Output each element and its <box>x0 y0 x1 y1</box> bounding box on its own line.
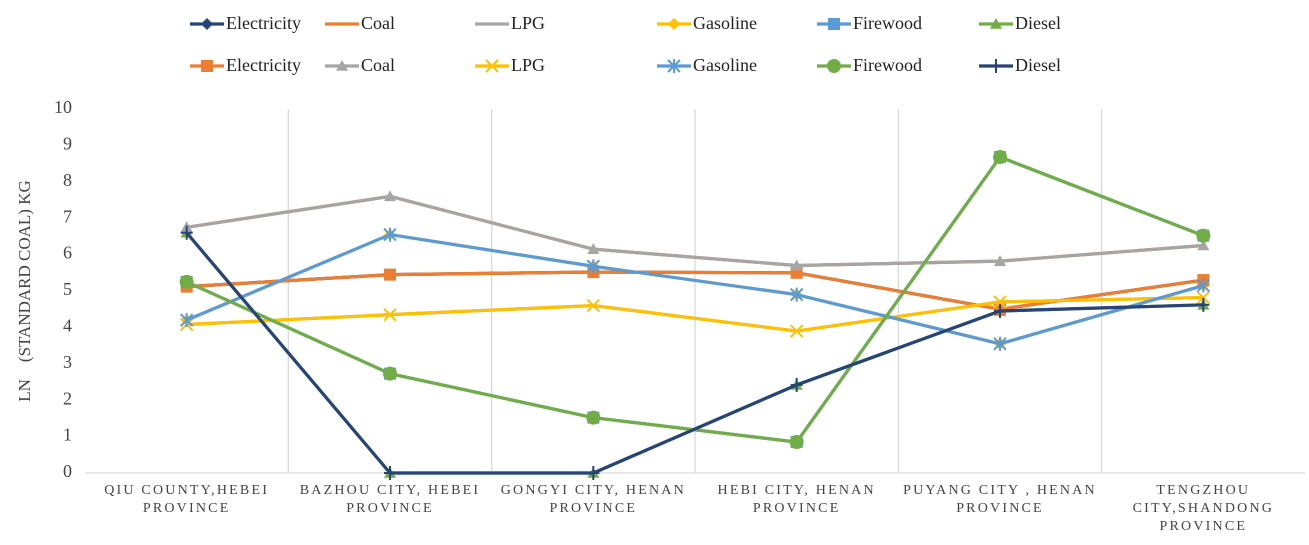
y-tick-label: 6 <box>63 243 72 263</box>
y-tick-label: 3 <box>63 352 72 372</box>
marker <box>789 324 804 338</box>
marker <box>1197 297 1210 312</box>
legend-item: LPG <box>475 55 545 75</box>
marker <box>587 466 600 480</box>
x-tick-label: HEBI CITY, HENAN PROVINCE <box>717 483 876 516</box>
legend-label: Electricity <box>226 55 301 75</box>
marker <box>993 336 1007 351</box>
series-line <box>185 231 1204 475</box>
marker <box>383 366 397 381</box>
marker <box>994 255 1006 266</box>
series-line <box>186 232 1204 346</box>
legend-label: LPG <box>511 13 545 33</box>
legend-label: LPG <box>511 55 545 75</box>
legend-item: Diesel <box>979 55 1061 75</box>
y-tick-label: 0 <box>63 461 72 481</box>
marker <box>1196 290 1211 305</box>
marker <box>790 259 803 271</box>
legend-label: Gasoline <box>693 55 757 75</box>
marker <box>789 435 804 450</box>
y-tick-label: 4 <box>63 316 72 336</box>
marker <box>993 150 1007 165</box>
x-tick-label: BAZHOU CITY, HEBEI PROVINCE <box>299 483 481 516</box>
legend-label: Diesel <box>1015 55 1061 75</box>
y-tick-label: 5 <box>63 279 72 299</box>
y-tick-label: 7 <box>63 206 72 226</box>
marker <box>990 18 1002 29</box>
marker <box>827 59 841 73</box>
marker <box>1197 239 1210 251</box>
x-tick-label: QIU COUNTY,HEBEI PROVINCE <box>104 483 270 516</box>
x-tick-label: GONGYI CITY, HENAN PROVINCE <box>500 483 686 516</box>
legend-item: Coal <box>325 55 395 75</box>
marker <box>179 274 194 289</box>
legend-item: Firewood <box>817 55 922 75</box>
marker <box>586 298 601 313</box>
y-tick-label: 10 <box>54 97 72 117</box>
marker <box>587 243 600 254</box>
x-tick-label: TENGZHOU CITY,SHANDONG PROVINCE <box>1132 483 1275 534</box>
marker <box>384 466 396 480</box>
series-line <box>186 270 1204 311</box>
legend-label: Diesel <box>1015 13 1061 33</box>
marker <box>384 190 396 202</box>
marker <box>384 268 396 281</box>
marker <box>667 59 681 73</box>
series-line <box>186 295 1204 333</box>
legend-item: Coal <box>325 13 395 33</box>
legend-label: Firewood <box>853 55 922 75</box>
marker <box>201 18 213 30</box>
legend-label: Gasoline <box>693 13 757 33</box>
y-tick-label: 2 <box>63 388 72 408</box>
marker <box>1196 228 1211 243</box>
legend-item: Gasoline <box>657 13 757 33</box>
legend-item: Diesel <box>979 13 1061 33</box>
y-axis-title: LN (STANDARD COAL) KG <box>15 180 34 402</box>
legend-label: Firewood <box>853 13 922 33</box>
marker <box>336 60 348 71</box>
legend-label: Coal <box>361 55 395 75</box>
marker <box>1196 278 1211 293</box>
legend-item: Electricity <box>190 55 301 75</box>
marker <box>586 410 601 425</box>
marker <box>993 295 1007 309</box>
marker <box>383 227 397 242</box>
legend-item: Electricity <box>190 13 301 33</box>
marker <box>180 225 193 240</box>
marker <box>990 59 1002 73</box>
legend-item: Gasoline <box>657 55 757 75</box>
series-line <box>186 194 1204 268</box>
marker <box>485 59 499 73</box>
marker <box>790 377 803 392</box>
marker <box>586 259 601 274</box>
marker <box>201 60 213 72</box>
legend-label: Electricity <box>226 13 301 33</box>
marker <box>383 307 397 322</box>
legend-item: Firewood <box>817 13 922 33</box>
y-tick-label: 1 <box>63 425 72 445</box>
y-tick-label: 9 <box>63 134 72 154</box>
legend-label: Coal <box>361 13 395 33</box>
marker <box>179 313 194 328</box>
marker <box>828 18 840 30</box>
x-tick-label: PUYANG CITY , HENAN PROVINCE <box>903 483 1097 516</box>
marker <box>994 304 1006 319</box>
marker <box>668 18 680 30</box>
marker <box>789 287 804 302</box>
y-tick-label: 8 <box>63 170 72 190</box>
legend-item: LPG <box>475 13 545 33</box>
